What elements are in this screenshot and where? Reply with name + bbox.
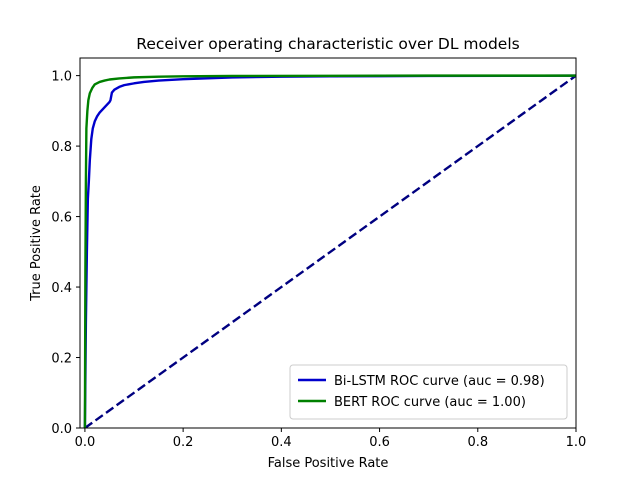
y-tick-label: 0.6 — [51, 211, 72, 226]
plot-lines — [83, 74, 576, 428]
plot-frame — [79, 57, 577, 429]
x-tick-label: 0.0 — [75, 435, 96, 450]
series-line-1 — [83, 74, 576, 428]
x-tick-label: 0.2 — [173, 435, 194, 450]
legend-box — [289, 364, 568, 420]
y-tick-label: 0.0 — [51, 422, 72, 437]
legend-entry-label: BERT ROC curve (auc = 1.00) — [334, 395, 526, 410]
y-tick-label: 0.4 — [51, 281, 72, 296]
legend-entry-label: Bi-LSTM ROC curve (auc = 0.98) — [334, 374, 545, 389]
x-tick-label: 1.0 — [566, 435, 587, 450]
y-tick-label: 0.2 — [51, 352, 72, 367]
x-tick-label: 0.8 — [467, 435, 488, 450]
y-tick-label: 1.0 — [51, 70, 72, 85]
legend: Bi-LSTM ROC curve (auc = 0.98) BERT ROC c… — [289, 364, 568, 420]
chance-diagonal-line — [84, 74, 576, 428]
chart-title: Receiver operating characteristic over D… — [136, 35, 519, 53]
x-axis-title: False Positive Rate — [268, 456, 389, 471]
series-line-0 — [83, 74, 576, 428]
x-tick-label: 0.6 — [369, 435, 390, 450]
y-tick-label: 0.8 — [51, 140, 72, 155]
x-tick-label: 0.4 — [271, 435, 292, 450]
y-axis-title: True Positive Rate — [29, 185, 44, 302]
axis-ticks: 0.0 0.2 0.4 0.6 0.8 1.0 0.0 0.2 0.4 0.6 0.8 1.0 — [51, 70, 586, 450]
